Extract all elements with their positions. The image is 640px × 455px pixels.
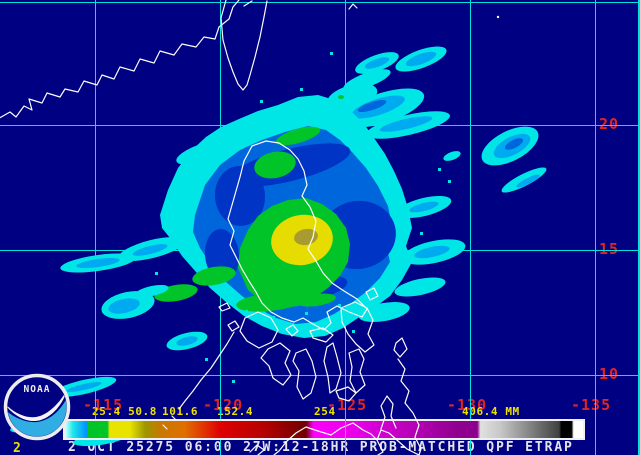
noaa-logo-text: NOAA <box>24 384 51 395</box>
lon-label-120: -120 <box>203 396 244 414</box>
palawan-coast <box>178 331 235 410</box>
colorbar-tick-mm: 152.4 <box>217 405 254 418</box>
colorbar-tick-mm: 101.6 <box>162 405 199 418</box>
noaa-logo: NOAA <box>3 373 71 441</box>
noaa-sea-shape <box>7 396 67 437</box>
footer-caption: 2 OCT 25275 06:00 27W:12-18HR PROB-MATCH… <box>68 440 574 455</box>
lon-label-115: -115 <box>83 396 124 414</box>
taiwan-coast <box>220 0 268 91</box>
lon-label-130: -130 <box>447 396 488 414</box>
lat-label-20: 20 <box>599 115 620 133</box>
lat-label-15: 15 <box>599 240 620 258</box>
luzon-coast <box>227 140 368 331</box>
lon-label-135: -135 <box>571 396 612 414</box>
precip-colorbar <box>63 419 585 440</box>
china-coast <box>0 0 240 119</box>
mindanao-coast <box>397 358 422 455</box>
lat-label-10: 10 <box>599 365 620 383</box>
noaa-gull-icon <box>7 390 67 421</box>
colorbar-tick-mm: 254 <box>314 405 336 418</box>
lon-label-125: -125 <box>327 396 368 414</box>
frame-number: 2 <box>13 441 21 455</box>
colorbar-tick-mm: 25.4 50.8 <box>92 405 158 418</box>
panay-coast <box>260 342 292 386</box>
colorbar-tick-mm: 406.4 MM <box>462 405 520 418</box>
samar-coast <box>340 301 375 353</box>
mindoro-coast <box>239 311 279 349</box>
